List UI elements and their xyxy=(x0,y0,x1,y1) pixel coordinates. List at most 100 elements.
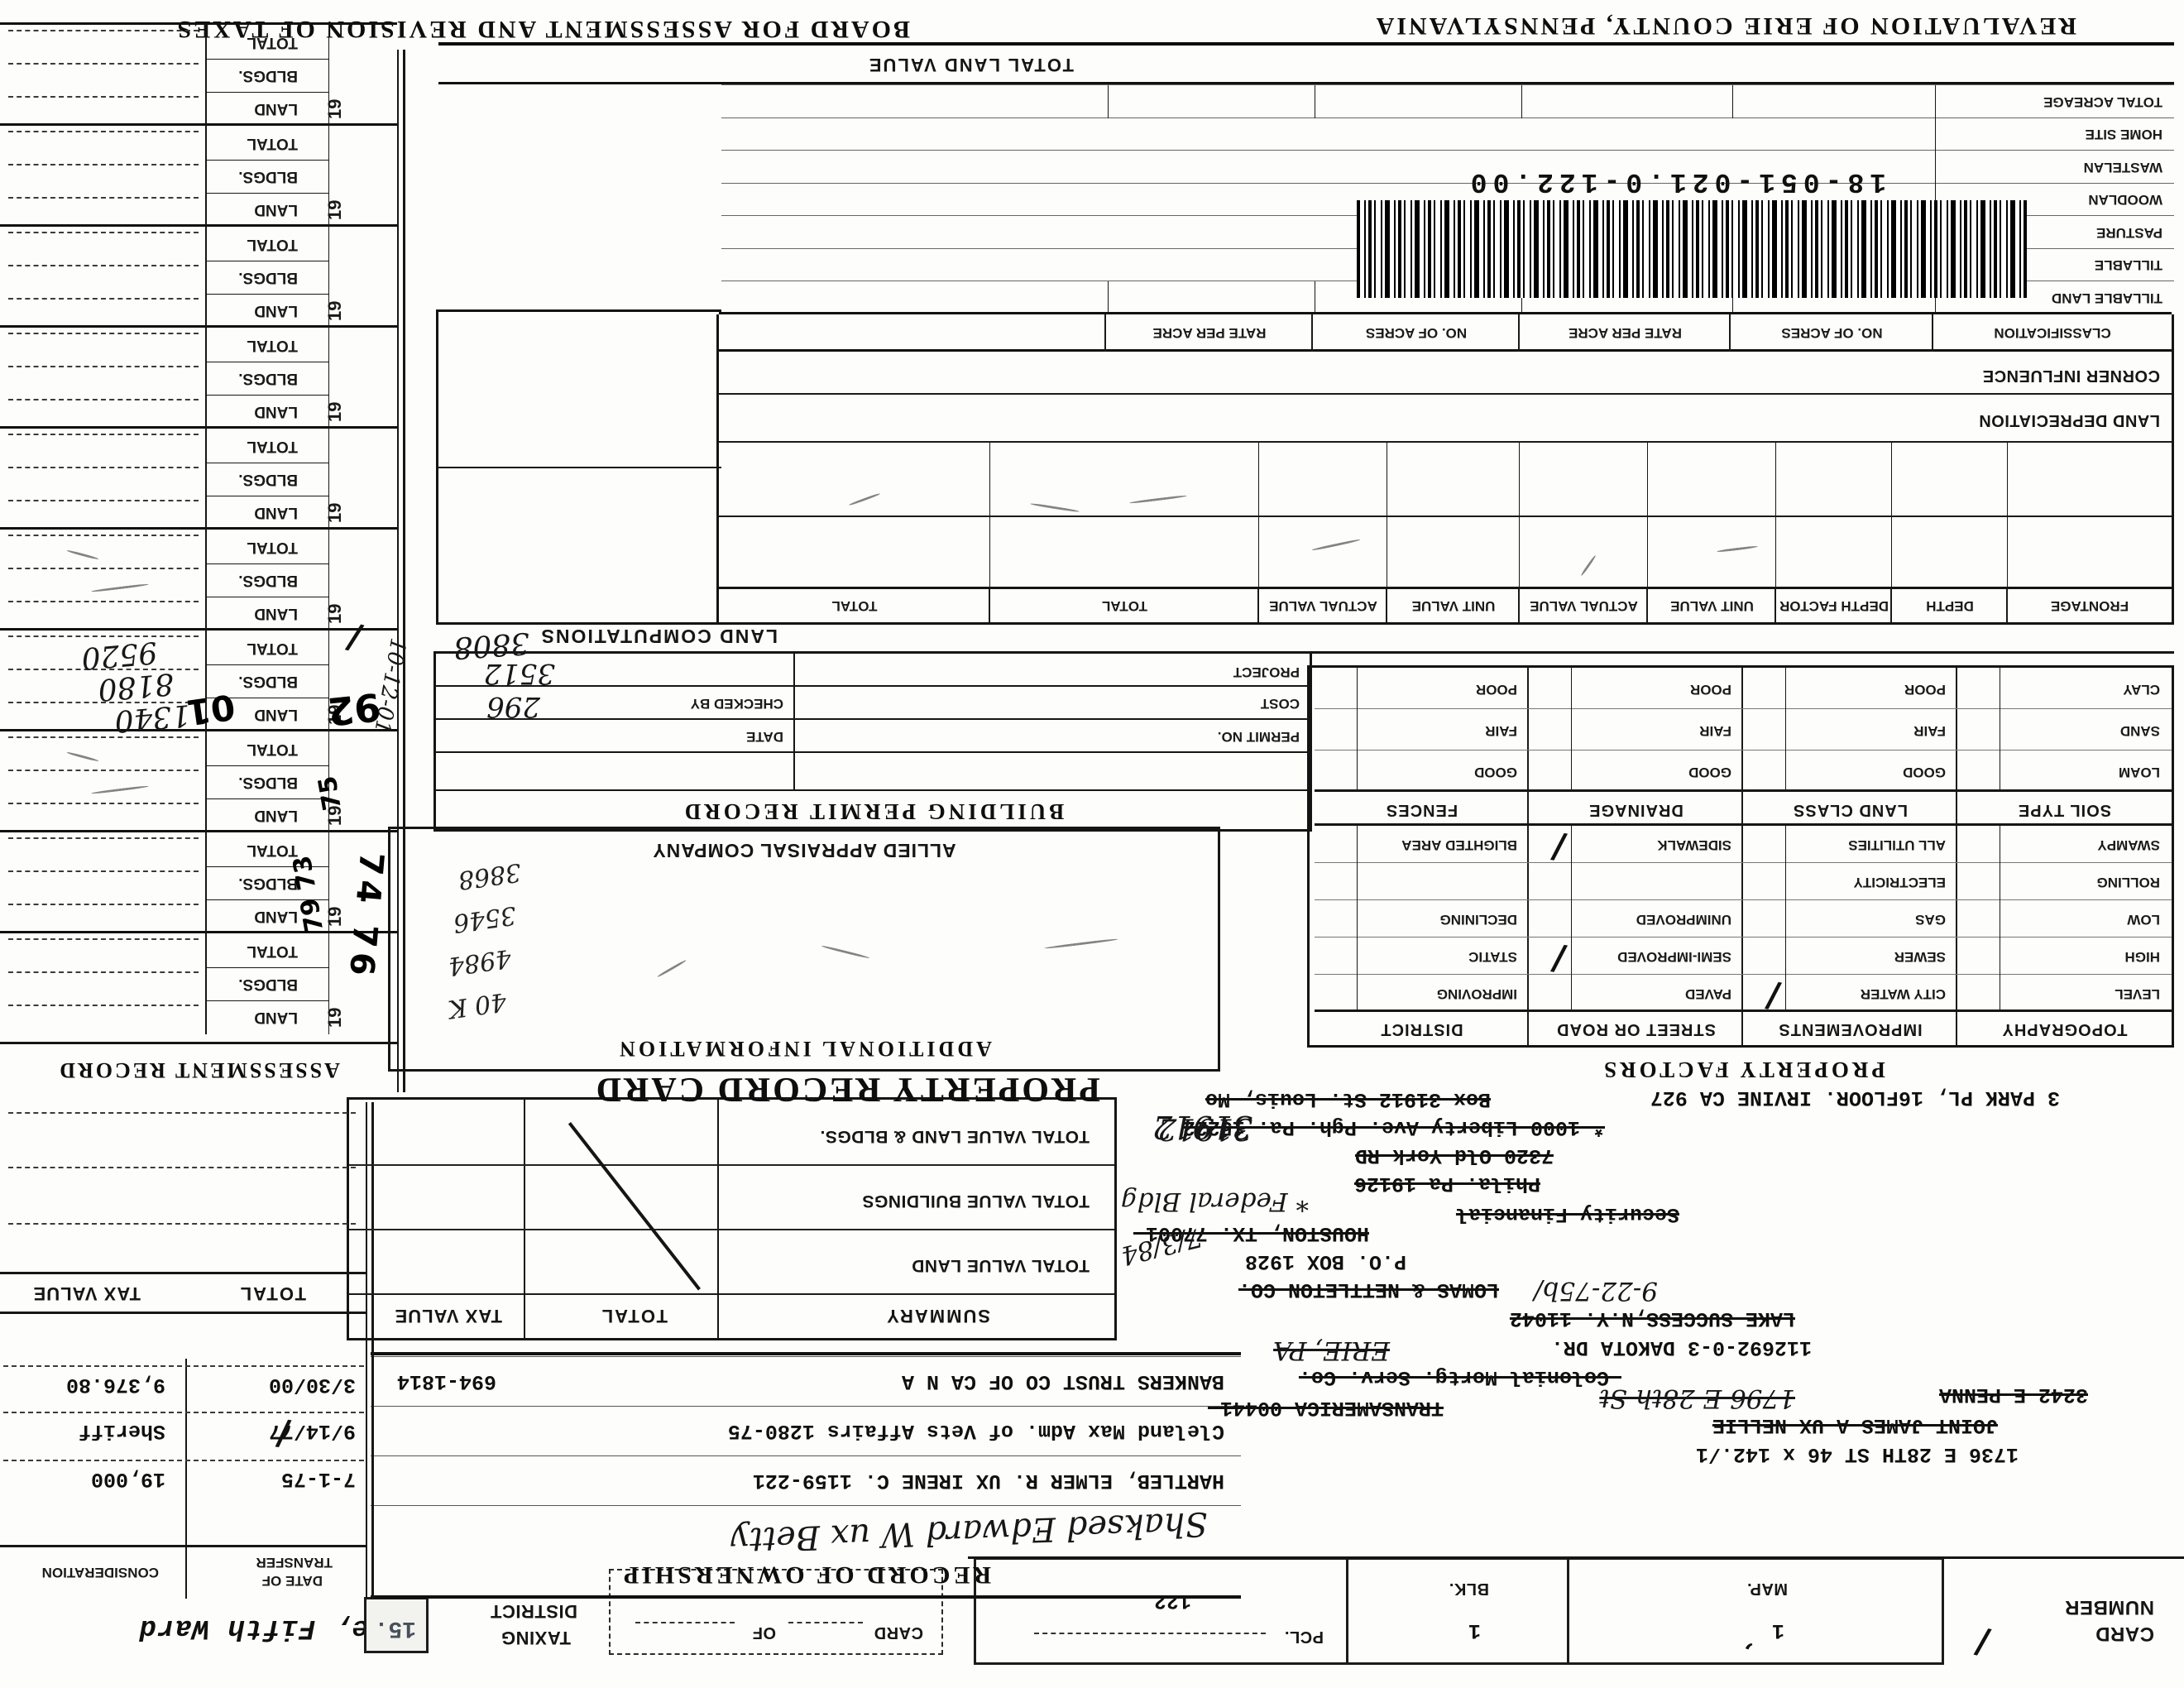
factors-row-label: SEWER xyxy=(1894,949,1946,965)
right-dash2 xyxy=(8,1167,356,1168)
factors-row2-label: GOOD xyxy=(1688,765,1731,780)
card-number-label-line1: CARD xyxy=(2095,1623,2154,1645)
land-grid-header-cell: ACTUAL VALUE xyxy=(1518,589,1648,622)
factors-row-label: SIDEWALK xyxy=(1657,837,1731,853)
land-grid-vline xyxy=(1647,443,1648,592)
assessment-value-rule xyxy=(8,535,199,536)
summary-row: TOTAL VALUE LAND xyxy=(349,1229,1114,1295)
address-line: 3242 E PENNA xyxy=(1938,1383,2088,1407)
assessment-label-line xyxy=(205,429,207,530)
corner-stamp-box: 15. xyxy=(364,1597,429,1653)
assessment-row-label: LAND xyxy=(254,908,298,925)
pen-scribble xyxy=(66,549,99,561)
classification-header-cell: CLASSIFICATION xyxy=(1932,314,2172,352)
assessment-row-line xyxy=(205,294,329,295)
factors-group-header: TOPOGRAPHY xyxy=(2001,1020,2128,1038)
factors-row xyxy=(1315,862,1529,900)
assessment-value-rule xyxy=(8,399,199,400)
transfer-row-rule xyxy=(3,1460,364,1461)
check-col-line xyxy=(1785,826,1786,863)
land-computations-top-rule xyxy=(438,651,2174,654)
taxing-district-label1: TAXING xyxy=(500,1628,571,1648)
factors-row2-label: CLAY xyxy=(2123,682,2160,698)
land-row-label: TILLABLE LAND xyxy=(2051,290,2162,306)
assessment-label-line xyxy=(205,126,207,227)
address-line: 9-22-75b/ xyxy=(1534,1276,1658,1306)
assessment-year-prefix: 19 xyxy=(324,1007,345,1028)
right-summary-top-rule xyxy=(0,1312,367,1314)
factors-row-label: GAS xyxy=(1915,912,1946,928)
address-line: TRANSAMERICA 00441- xyxy=(1207,1396,1444,1420)
land-grid-header-cell: DEPTH xyxy=(1890,589,2008,622)
summary-row: TOTAL VALUE LAND & BLDGS. xyxy=(349,1101,1114,1166)
transfer-consideration: Sheriff xyxy=(78,1419,165,1443)
assessment-row-label: BLDGS. xyxy=(238,572,298,589)
land-grid-header: FRONTAGE DEPTH DEPTH FACTOR UNIT VALUE ACTUA… xyxy=(719,587,2172,625)
transfer-row-rule xyxy=(3,1412,364,1413)
property-factors-grid: TOPOGRAPHY LEVEL HIGH LOW ROLLING SWAMPY SOIL … xyxy=(1307,665,2174,1048)
land-row: HOME SITE xyxy=(721,117,2174,151)
assessment-label-line xyxy=(205,832,207,933)
factors-group-header2: SOIL TYPE xyxy=(2017,801,2112,819)
assessment-row-label: TOTAL xyxy=(247,741,298,758)
factors-group-header2: DRAINAGE xyxy=(1588,801,1684,819)
land-grid-row2 xyxy=(719,441,2172,517)
land-row-vline xyxy=(1935,151,1936,184)
assessment-row-label: TOTAL xyxy=(247,539,298,556)
land-row: WASTELAN xyxy=(721,150,2174,184)
summary-row: TOTAL VALUE BUILDINGS xyxy=(349,1164,1114,1230)
rule xyxy=(1315,823,1529,826)
address-line: * Federal Bldg xyxy=(1120,1187,1309,1216)
check-col-line xyxy=(1785,863,1786,900)
assessment-row-label: LAND xyxy=(254,1009,298,1026)
summary-taxvalue-header: TAX VALUE xyxy=(394,1306,502,1326)
assessment-row-label: LAND xyxy=(254,403,298,420)
map-pen-mark: ’​ xyxy=(1741,1624,1760,1655)
additional-information-panel: ADDITIONAL INFORMATION ALLIED APPRAISAL … xyxy=(388,827,1220,1072)
assessment-label-line xyxy=(205,933,207,1034)
corner-influence-label: CORNER INFLUENCE xyxy=(1982,367,2160,385)
factors-row-label: HIGH xyxy=(2124,949,2161,965)
factors-group-header: STREET OR ROAD xyxy=(1556,1020,1716,1038)
address-line: LOMAS & NETTLETON CO. xyxy=(1238,1278,1499,1302)
transfer-header-rule xyxy=(0,1545,367,1547)
check-col-line xyxy=(1785,900,1786,938)
assessment-outer-line2 xyxy=(397,50,399,1092)
owner-name: Cleland Max Adm. of Vets Affairs 1280-75 xyxy=(727,1419,1224,1443)
card-of-blank2 xyxy=(635,1622,735,1623)
assessment-value-rule xyxy=(8,131,199,132)
assessment-record-title: ASSESSMENT RECORD xyxy=(57,1058,340,1082)
assessment-year-prefix: 19 xyxy=(324,199,345,220)
parcel-number: 18-051-021.0-122.00 xyxy=(1464,166,1886,197)
assessment-block: 19 LAND BLDGS. TOTAL xyxy=(0,224,397,328)
assessment-value-rule xyxy=(8,366,199,367)
assessment-row-label: BLDGS. xyxy=(238,471,298,488)
assessment-block: 19 LAND BLDGS. TOTAL xyxy=(0,123,397,227)
consideration-header: CONSIDERATION xyxy=(41,1565,159,1580)
factors-group-header: DISTRICT xyxy=(1380,1020,1463,1038)
assessment-value-rule xyxy=(8,164,199,165)
pen-scribble xyxy=(656,959,687,978)
blk-field: 1 BLK. xyxy=(1346,1557,1572,1665)
assessment-row-label: BLDGS. xyxy=(238,673,298,690)
address-line: Security Financial xyxy=(1455,1202,1679,1226)
check-col-line xyxy=(1357,668,1358,709)
assessment-row-label: TOTAL xyxy=(247,135,298,152)
assessment-block: 19 LAND BLDGS. TOTAL xyxy=(0,931,397,1034)
land-grid: FRONTAGE DEPTH DEPTH FACTOR UNIT VALUE ACTUA… xyxy=(716,312,2174,625)
check-col-line xyxy=(1785,975,1786,1012)
pen-scribble xyxy=(91,583,149,593)
land-row-label: WASTELAN xyxy=(2083,160,2162,175)
assessment-row-label: LAND xyxy=(254,706,298,723)
assessment-label-line xyxy=(205,530,207,631)
assessment-value-rule xyxy=(8,63,199,65)
land-grid-header-cell: FRONTAGE xyxy=(2006,589,2172,622)
assessment-row-line xyxy=(205,395,329,396)
address-line: LAKE SUCCESS,N.Y. 11042 xyxy=(1509,1307,1795,1331)
assessment-value-rule xyxy=(8,96,199,98)
assessment-value-rule xyxy=(8,770,199,771)
district-number-handwritten: 31912 xyxy=(1157,1111,1252,1145)
assessment-value-rule xyxy=(8,197,199,199)
assessment-row-line xyxy=(205,59,329,60)
permit-cost-label: COST xyxy=(1260,696,1300,712)
